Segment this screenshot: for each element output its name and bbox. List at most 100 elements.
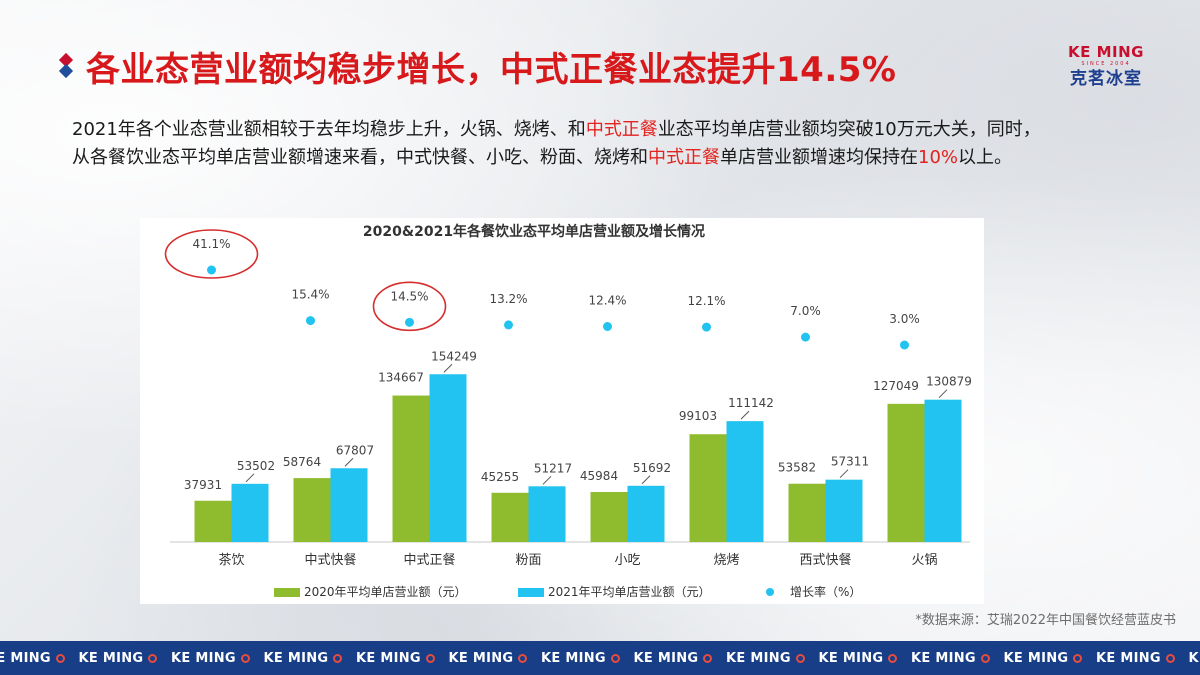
desc-text-4: 以上。 — [958, 147, 1013, 168]
leader-line-4 — [641, 475, 651, 485]
title-row: 各业态营业额均稳步增长，中式正餐业态提升14.5% — [56, 40, 1056, 92]
footer-swirl-icon — [148, 653, 158, 663]
footer-wordmark: KE MING — [819, 650, 898, 666]
footer-wordmark-text: KE MING — [911, 650, 976, 666]
footer-swirl-icon — [610, 653, 620, 663]
footer-wordmark-text: KE MING — [78, 650, 144, 666]
value-label-2021-4: 51692 — [633, 461, 671, 475]
footer-wordmark: KE MING — [1189, 650, 1200, 666]
chart-title: 2020&2021年各餐饮业态平均单店营业额及增长情况 — [363, 223, 705, 240]
logo-english: KE MING — [1068, 43, 1144, 61]
footer-wordmark-text: KE MING — [726, 650, 791, 666]
bar-2021-6 — [825, 479, 863, 542]
bar-2021-2 — [429, 374, 467, 542]
footer-swirl-icon — [795, 653, 805, 663]
footer-wordmark-text: KE MING — [448, 650, 514, 666]
bar-chart: 2020&2021年各餐饮业态平均单店营业额及增长情况 37931 53502 茶饮 4… — [164, 223, 972, 599]
footer-wordmark: KE MING — [0, 650, 65, 666]
bar-2021-1 — [330, 468, 368, 542]
footer-wordmark: KE MING — [449, 650, 528, 666]
value-label-2020-6: 53582 — [778, 461, 816, 475]
footer-wordmark-text: KE MING — [818, 650, 884, 666]
footer-wordmark-text: KE MING — [1096, 650, 1161, 666]
footer-swirl-icon — [425, 653, 435, 663]
footer-brand-band: KE MING KE MING KE MING KE MING KE MING KE MI… — [0, 641, 1200, 675]
bar-2020-1 — [293, 478, 331, 542]
logo-tagline: SINCE 2004 — [1081, 61, 1131, 67]
growth-label-2: 14.5% — [390, 289, 428, 303]
value-label-2020-4: 45984 — [580, 469, 618, 483]
value-label-2021-3: 51217 — [534, 461, 572, 475]
legend-label-growth: 增长率（%） — [790, 584, 861, 599]
footer-wordmark: KE MING — [911, 650, 990, 666]
footer-wordmark-text: KE MING — [356, 650, 421, 666]
growth-point-3 — [504, 320, 513, 330]
value-label-2021-1: 67807 — [336, 443, 374, 457]
legend-swatch-growth — [766, 588, 774, 596]
highlight-ellipse-2 — [372, 281, 447, 332]
footer-wordmark: KE MING — [634, 650, 713, 666]
growth-point-7 — [900, 340, 909, 350]
footer-wordmark: KE MING — [264, 650, 343, 666]
desc-highlight-3: 10% — [918, 147, 959, 168]
desc-highlight-1: 中式正餐 — [585, 119, 658, 140]
leader-line-5 — [740, 410, 750, 420]
growth-label-4: 12.4% — [588, 293, 626, 307]
bar-2021-4 — [627, 485, 665, 542]
footer-swirl-icon — [703, 653, 713, 663]
category-label-6: 西式快餐 — [799, 552, 851, 568]
growth-point-6 — [801, 332, 810, 342]
category-label-7: 火锅 — [911, 552, 937, 568]
value-label-2021-6: 57311 — [831, 455, 869, 469]
leader-line-3 — [542, 475, 552, 485]
bar-2020-3 — [491, 492, 529, 542]
growth-point-2 — [405, 317, 414, 327]
bar-2020-0 — [194, 500, 232, 542]
footer-swirl-icon — [1165, 653, 1175, 663]
growth-label-3: 13.2% — [489, 292, 527, 306]
footer-swirl-icon — [1073, 653, 1083, 663]
bar-2020-2 — [392, 395, 430, 542]
footer-wordmark: KE MING — [356, 650, 435, 666]
footer-wordmark: KE MING — [1004, 650, 1083, 666]
growth-point-5 — [702, 322, 711, 332]
footer-wordmark-text: KE MING — [633, 650, 699, 666]
bar-2020-6 — [788, 483, 826, 542]
leader-line-6 — [839, 469, 849, 479]
footer-wordmark-text: KE MING — [263, 650, 329, 666]
bar-2021-7 — [924, 399, 962, 542]
value-label-2021-5: 111142 — [728, 396, 774, 410]
value-label-2021-7: 130879 — [926, 375, 972, 389]
footer-swirl-icon — [518, 653, 528, 663]
footer-swirl-icon — [888, 653, 898, 663]
value-label-2020-0: 37931 — [184, 478, 222, 492]
category-label-5: 烧烤 — [713, 553, 739, 568]
growth-label-7: 3.0% — [889, 312, 920, 326]
value-label-2020-1: 58764 — [283, 455, 321, 469]
bar-2020-4 — [590, 491, 628, 542]
logo-chinese: 克茗冰室 — [1070, 69, 1142, 89]
footer-wordmark-text: KE MING — [0, 650, 51, 666]
bar-2021-5 — [726, 421, 764, 542]
footer-wordmark: KE MING — [726, 650, 805, 666]
growth-point-4 — [603, 321, 612, 331]
desc-text-1: 2021年各个业态营业额相较于去年均稳步上升，火锅、烧烤、和 — [72, 119, 586, 140]
footer-wordmark: KE MING — [79, 650, 158, 666]
footer-wordmark-text: KE MING — [541, 650, 606, 666]
category-label-1: 中式快餐 — [304, 552, 356, 568]
category-label-0: 茶饮 — [218, 552, 244, 568]
bar-2020-7 — [887, 403, 925, 542]
data-source-note: *数据来源：艾瑞2022年中国餐饮经营蓝皮书 — [915, 613, 1176, 628]
leader-line-1 — [344, 457, 354, 467]
footer-wordmark-text: KE MING — [171, 650, 236, 666]
highlight-ellipse-0 — [164, 229, 259, 279]
category-label-3: 粉面 — [515, 553, 541, 568]
growth-label-6: 7.0% — [790, 304, 821, 318]
footer-wordmark: KE MING — [541, 650, 620, 666]
bar-2020-5 — [689, 434, 727, 542]
bar-2021-3 — [528, 486, 566, 542]
footer-wordmark: KE MING — [171, 650, 250, 666]
value-label-2020-3: 45255 — [481, 470, 519, 484]
legend-swatch-2021 — [518, 588, 544, 597]
legend-label-2021: 2021年平均单店营业额（元） — [548, 585, 711, 599]
